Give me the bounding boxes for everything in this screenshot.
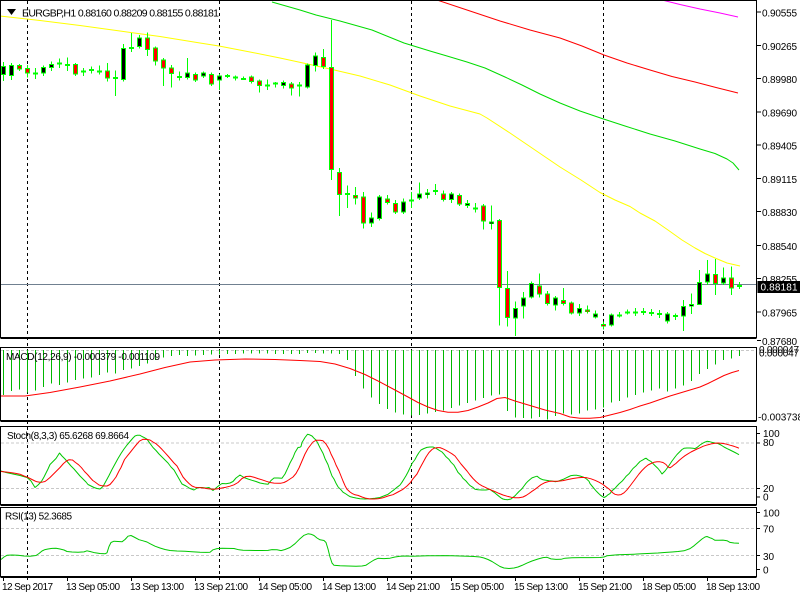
svg-text:20: 20 [763, 484, 775, 495]
svg-text:0.87680: 0.87680 [762, 337, 797, 348]
svg-text:MACD(12,26,9) -0.000379 -0.001: MACD(12,26,9) -0.000379 -0.001109 [6, 352, 160, 363]
svg-text:15 Sep 05:00: 15 Sep 05:00 [450, 582, 504, 593]
svg-text:70: 70 [763, 524, 775, 535]
svg-text:80: 80 [763, 438, 775, 449]
svg-text:0: 0 [763, 566, 769, 577]
svg-text:12 Sep 2017: 12 Sep 2017 [2, 582, 53, 593]
svg-text:0.89405: 0.89405 [762, 142, 797, 153]
svg-text:18 Sep 05:00: 18 Sep 05:00 [642, 582, 696, 593]
svg-text:EURGBP,H1 0.88160 0.88209 0.8: EURGBP,H1 0.88160 0.88209 0.88155 0.8818… [22, 8, 219, 20]
svg-text:30: 30 [763, 552, 775, 563]
svg-text:0.88255: 0.88255 [762, 275, 797, 286]
svg-text:-0.003738: -0.003738 [758, 413, 800, 424]
svg-text:0.89115: 0.89115 [762, 175, 797, 186]
svg-text:15 Sep 21:00: 15 Sep 21:00 [578, 582, 632, 593]
svg-text:0.88181: 0.88181 [761, 283, 798, 294]
svg-text:14 Sep 05:00: 14 Sep 05:00 [258, 582, 312, 593]
svg-text:14 Sep 13:00: 14 Sep 13:00 [322, 582, 376, 593]
svg-text:0.90555: 0.90555 [762, 8, 797, 19]
svg-text:0: 0 [763, 493, 769, 504]
svg-text:0.89980: 0.89980 [762, 75, 797, 86]
svg-text:0.000047: 0.000047 [759, 349, 799, 360]
svg-text:0.88540: 0.88540 [762, 242, 797, 253]
svg-text:13 Sep 13:00: 13 Sep 13:00 [130, 582, 184, 593]
svg-text:18 Sep 13:00: 18 Sep 13:00 [706, 582, 760, 593]
svg-text:0.87965: 0.87965 [762, 309, 797, 320]
svg-text:Stoch(8,3,3) 65.6268 69.8664: Stoch(8,3,3) 65.6268 69.8664 [7, 431, 129, 442]
svg-text:0.89690: 0.89690 [762, 109, 797, 120]
svg-text:13 Sep 05:00: 13 Sep 05:00 [66, 582, 120, 593]
svg-text:0.000047: 0.000047 [759, 345, 799, 356]
svg-text:13 Sep 21:00: 13 Sep 21:00 [194, 582, 248, 593]
svg-text:0.90265: 0.90265 [762, 42, 797, 53]
svg-text:0.88830: 0.88830 [762, 208, 797, 219]
svg-text:RSI(13) 52.3685: RSI(13) 52.3685 [5, 512, 72, 523]
svg-text:100: 100 [763, 429, 780, 440]
svg-text:100: 100 [763, 509, 780, 520]
svg-text:14 Sep 21:00: 14 Sep 21:00 [386, 582, 440, 593]
svg-text:15 Sep 13:00: 15 Sep 13:00 [514, 582, 568, 593]
